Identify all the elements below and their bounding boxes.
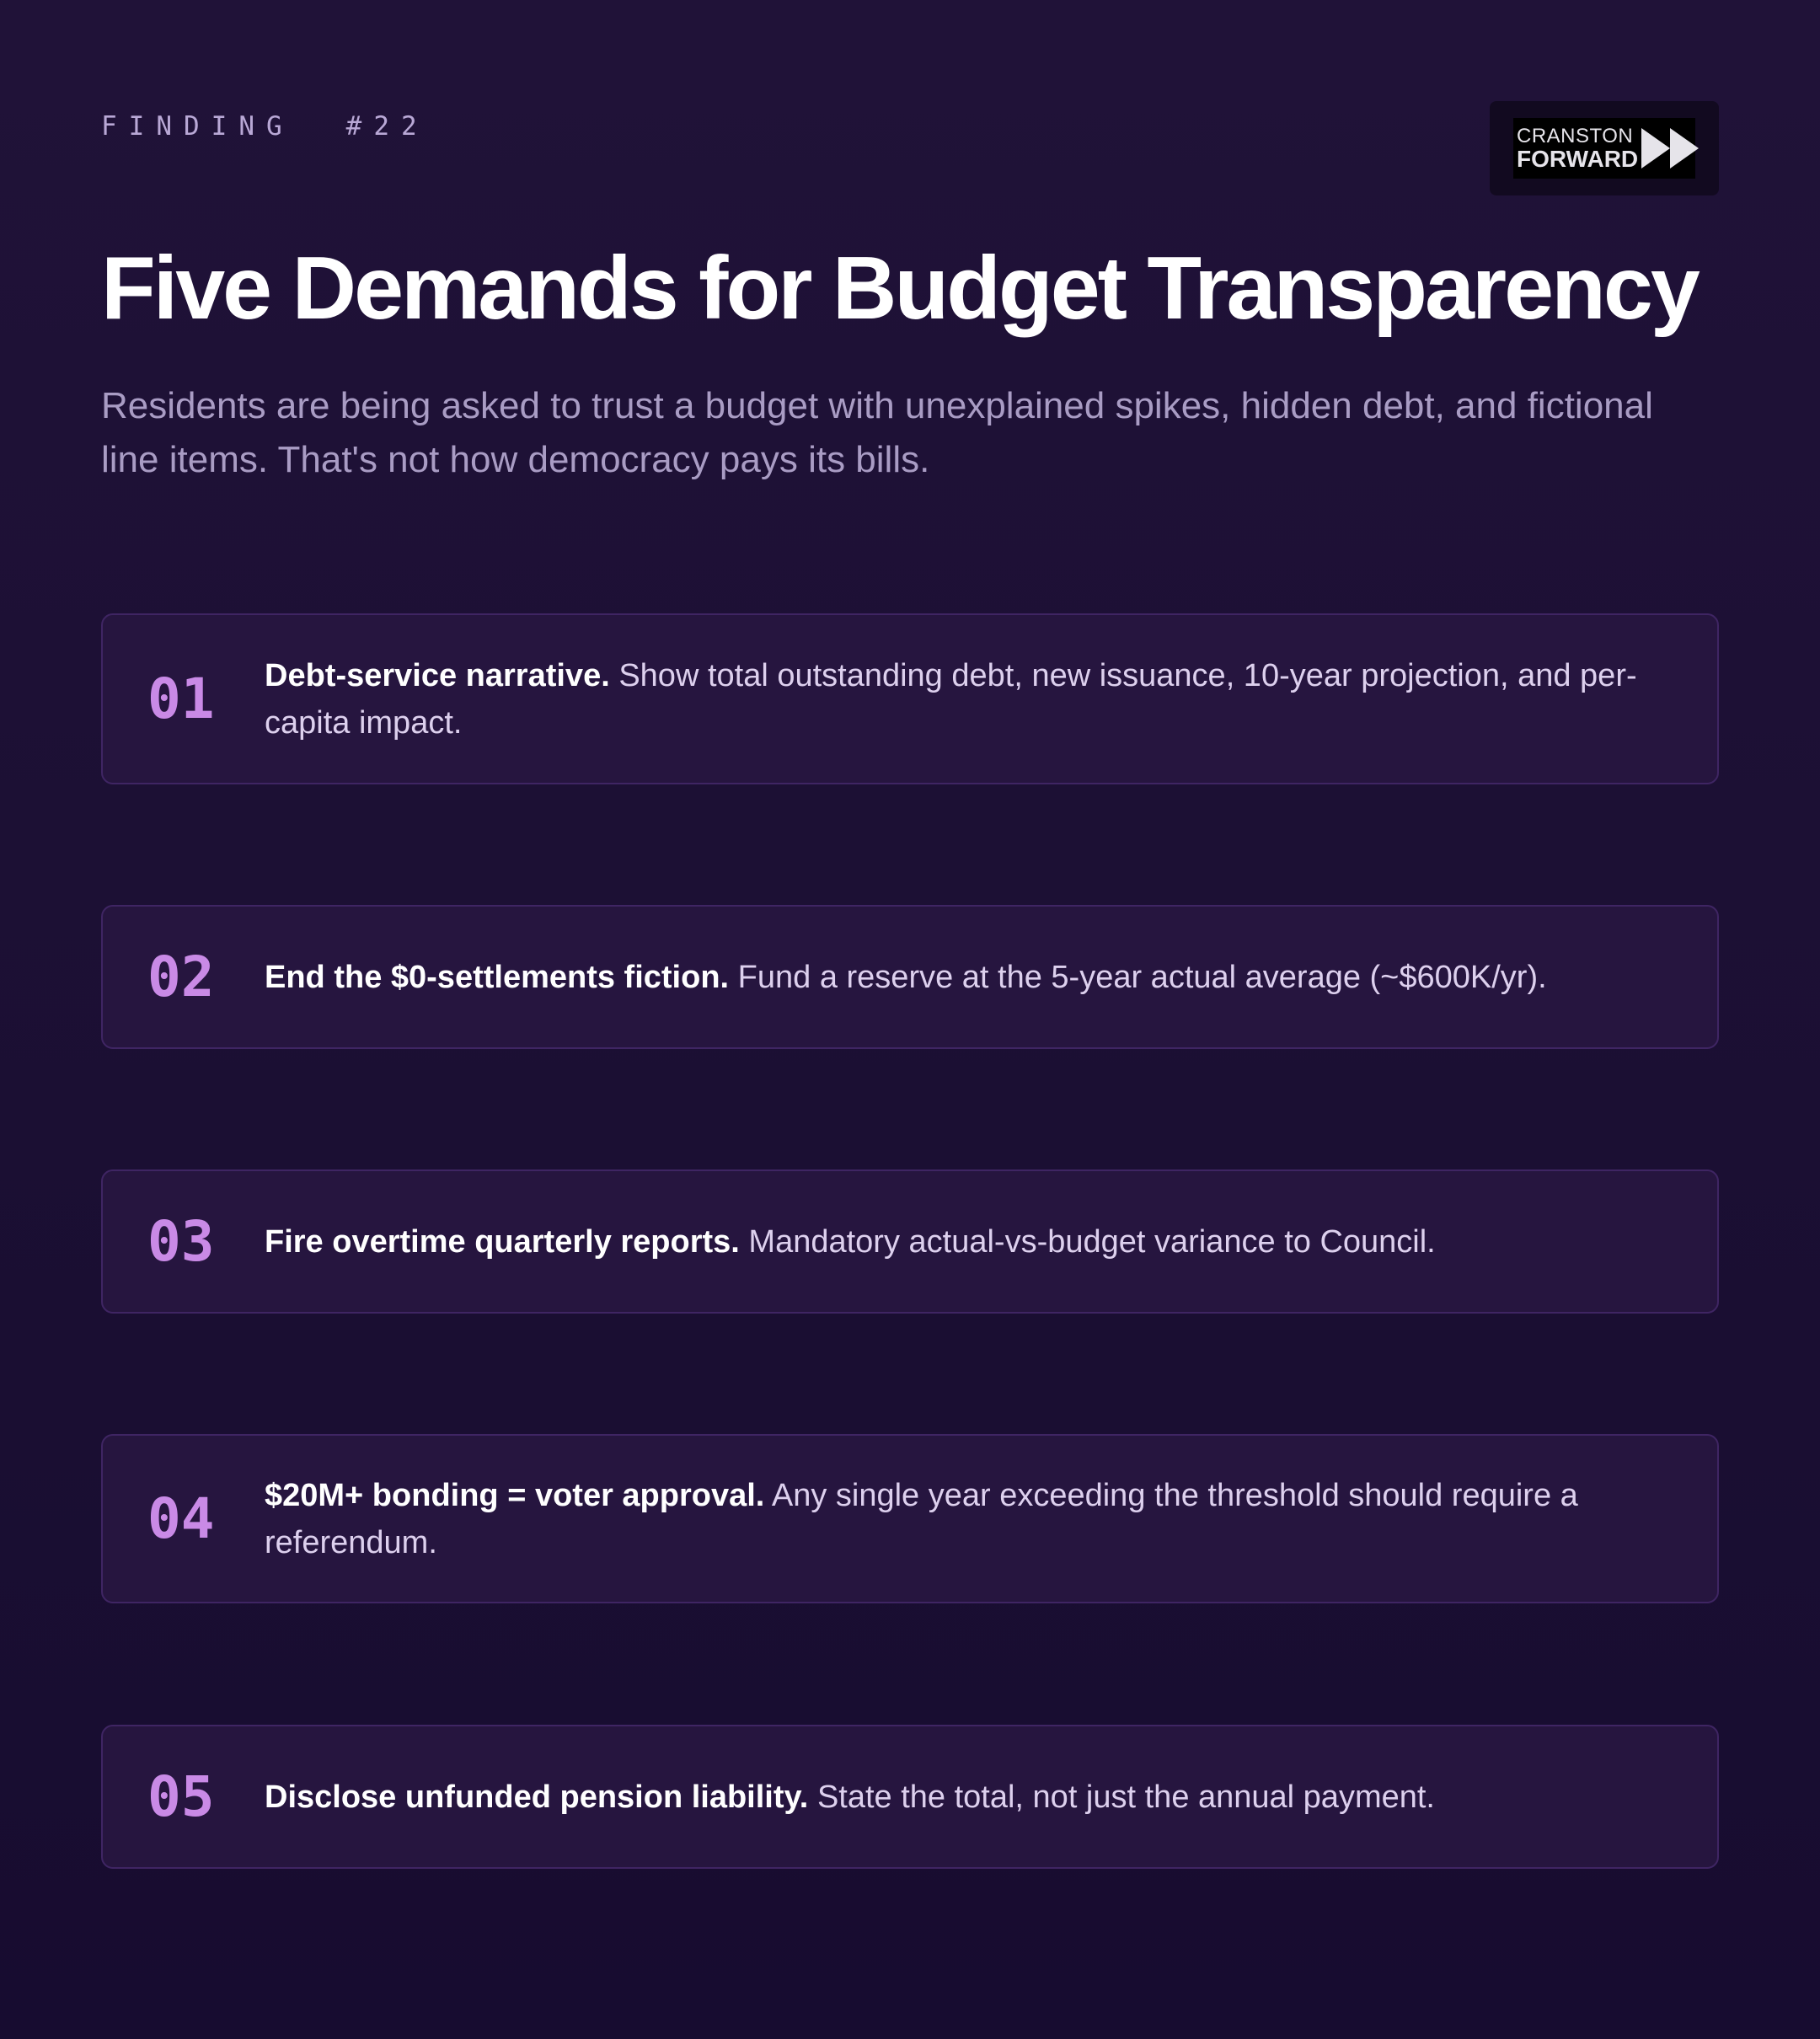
demand-body: Any single year exceeding the threshold … xyxy=(265,1477,1578,1560)
demand-number: 03 xyxy=(147,1209,215,1274)
cranston-forward-logo: CRANSTON FORWARD xyxy=(1490,101,1719,195)
demand-heading: Disclose unfunded pension liability. xyxy=(265,1779,809,1815)
fast-forward-icon xyxy=(1641,128,1700,169)
demand-card-3: 03 Fire overtime quarterly reports. Mand… xyxy=(101,1169,1719,1314)
logo-line-1: CRANSTON xyxy=(1517,124,1634,147)
demand-number: 01 xyxy=(147,666,215,731)
finding-number: #22 xyxy=(345,111,429,142)
demand-text: Debt-service narrative. Show total outst… xyxy=(265,652,1646,747)
demand-number: 02 xyxy=(147,945,215,1009)
logo-line-2: FORWARD xyxy=(1517,145,1639,172)
demand-card-2: 02 End the $0-settlements fiction. Fund … xyxy=(101,905,1719,1049)
logo-wordmark: CRANSTON FORWARD xyxy=(1517,126,1638,171)
demand-body: Fund a reserve at the 5-year actual aver… xyxy=(737,959,1547,995)
arrow-triangle-icon xyxy=(1670,128,1700,169)
demand-heading: End the $0-settlements fiction. xyxy=(265,959,730,995)
demand-heading: Debt-service narrative. xyxy=(265,657,610,693)
demand-body: Mandatory actual-vs-budget variance to C… xyxy=(748,1223,1436,1260)
demand-text: Disclose unfunded pension liability. Sta… xyxy=(265,1774,1646,1821)
page-title: Five Demands for Budget Transparency xyxy=(101,238,1700,338)
demand-card-1: 01 Debt-service narrative. Show total ou… xyxy=(101,613,1719,784)
logo-inner: CRANSTON FORWARD xyxy=(1513,118,1700,179)
demand-card-4: 04 $20M+ bonding = voter approval. Any s… xyxy=(101,1434,1719,1603)
demand-text: Fire overtime quarterly reports. Mandato… xyxy=(265,1218,1646,1266)
demand-heading: $20M+ bonding = voter approval. xyxy=(265,1477,765,1513)
demand-body: Show total outstanding debt, new issuanc… xyxy=(265,657,1637,741)
demand-heading: Fire overtime quarterly reports. xyxy=(265,1223,740,1260)
page-subtitle: Residents are being asked to trust a bud… xyxy=(101,385,1653,480)
demand-text: End the $0-settlements fiction. Fund a r… xyxy=(265,954,1646,1001)
demand-text: $20M+ bonding = voter approval. Any sing… xyxy=(265,1472,1646,1566)
finding-label: FINDING #22 xyxy=(101,111,429,142)
demand-card-5: 05 Disclose unfunded pension liability. … xyxy=(101,1725,1719,1869)
demand-number: 04 xyxy=(147,1486,215,1551)
arrow-triangle-icon xyxy=(1641,128,1671,169)
demand-body: State the total, not just the annual pay… xyxy=(816,1779,1435,1815)
demand-number: 05 xyxy=(147,1764,215,1829)
finding-label-text: FINDING xyxy=(101,111,294,142)
